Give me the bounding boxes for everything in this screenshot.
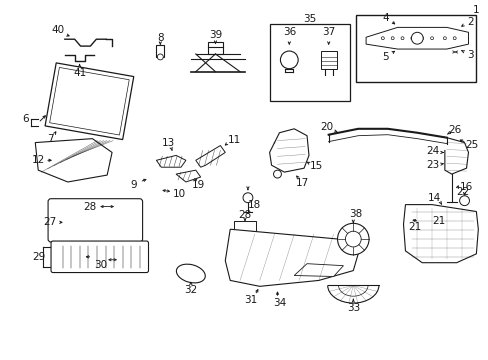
Text: 12: 12 [32,155,45,165]
Text: 9: 9 [130,180,137,190]
Text: 29: 29 [33,252,46,262]
Bar [234,221,255,231]
Circle shape [280,51,298,69]
Text: 36: 36 [282,27,295,37]
Circle shape [243,193,252,203]
Circle shape [459,196,468,206]
Circle shape [345,231,361,247]
Polygon shape [366,27,468,49]
Text: 37: 37 [322,27,335,37]
Text: 21: 21 [408,222,421,232]
Text: 39: 39 [208,30,222,40]
Text: 27: 27 [43,217,57,227]
Text: 40: 40 [51,25,64,35]
Text: 34: 34 [272,298,285,308]
FancyBboxPatch shape [51,241,148,273]
Bar [356,15,475,82]
Text: 30: 30 [94,260,106,270]
Text: 32: 32 [184,285,197,295]
Text: 3: 3 [466,50,473,60]
Text: 20: 20 [320,122,333,132]
Text: 21: 21 [431,216,445,226]
Text: 24: 24 [426,147,439,157]
Text: 4: 4 [382,13,388,23]
Text: 35: 35 [303,14,316,23]
Text: 38: 38 [349,210,362,220]
Text: 41: 41 [73,68,86,78]
Bar [269,24,349,101]
Polygon shape [176,170,200,182]
Polygon shape [156,156,185,167]
Circle shape [273,170,281,178]
Bar [320,51,336,69]
Text: 25: 25 [464,140,477,149]
Bar [156,45,164,57]
Ellipse shape [176,264,205,283]
Text: 7: 7 [47,134,53,144]
Text: 8: 8 [157,33,163,43]
Text: 6: 6 [22,114,29,124]
Circle shape [337,223,368,255]
Text: 16: 16 [459,182,472,192]
Polygon shape [195,145,225,167]
FancyBboxPatch shape [48,199,142,242]
Polygon shape [403,204,477,263]
Text: 11: 11 [227,135,240,145]
Text: 18: 18 [248,199,261,210]
Text: 22: 22 [455,187,468,197]
Text: 26: 26 [447,125,460,135]
Text: 33: 33 [346,303,359,313]
Polygon shape [225,229,358,286]
Polygon shape [35,139,112,182]
Text: 1: 1 [472,5,479,15]
Text: 31: 31 [244,295,257,305]
Text: 10: 10 [172,189,185,199]
Polygon shape [294,264,343,276]
Text: 14: 14 [427,193,440,203]
Text: 28: 28 [82,202,96,212]
Text: 2: 2 [466,18,473,27]
Bar [207,42,223,54]
Text: 5: 5 [382,52,388,62]
Text: 13: 13 [161,138,175,148]
Text: 15: 15 [309,161,323,171]
Text: 19: 19 [192,180,205,190]
Text: 23: 23 [426,160,439,170]
Circle shape [157,54,163,60]
Polygon shape [45,63,134,140]
Circle shape [410,32,422,44]
Text: 17: 17 [295,178,308,188]
Text: 28: 28 [238,211,251,220]
